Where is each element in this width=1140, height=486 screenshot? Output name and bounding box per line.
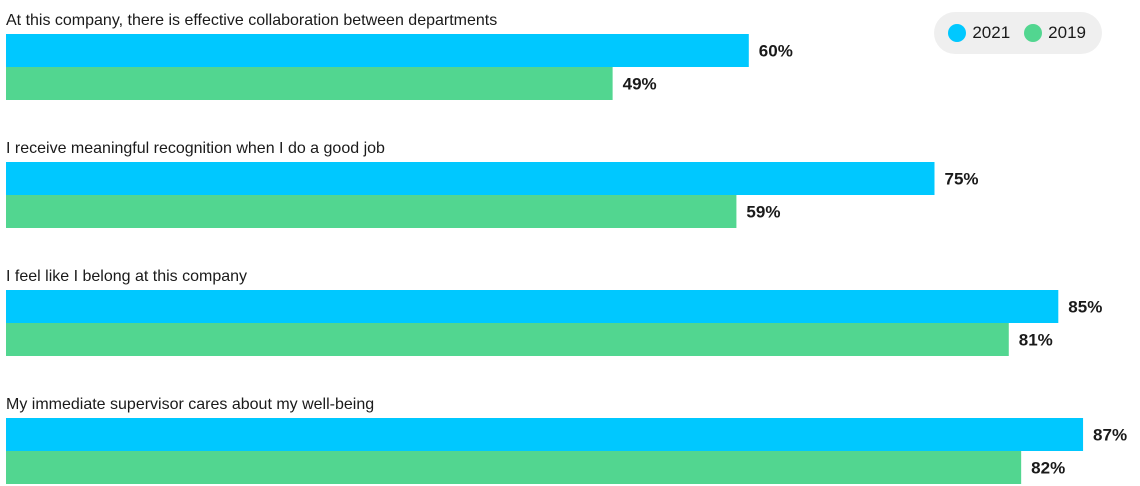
- bar-2019: [6, 195, 737, 228]
- bar-2019: [6, 451, 1022, 484]
- category-label: I feel like I belong at this company: [6, 268, 247, 285]
- bar-2021: [6, 290, 1059, 323]
- value-label-2021: 75%: [945, 170, 979, 189]
- bar-2021: [6, 162, 935, 195]
- category-label: My immediate supervisor cares about my w…: [6, 396, 374, 413]
- value-label-2019: 82%: [1031, 459, 1065, 478]
- value-label-2019: 49%: [623, 75, 657, 94]
- bar-2019: [6, 323, 1009, 356]
- legend-swatch-2021: [948, 24, 967, 42]
- category-label: I receive meaningful recognition when I …: [6, 140, 385, 157]
- value-label-2019: 81%: [1019, 331, 1053, 350]
- legend-swatch-2019: [1024, 24, 1043, 42]
- bar-2021: [6, 418, 1084, 451]
- value-label-2021: 87%: [1093, 426, 1127, 445]
- value-label-2021: 85%: [1068, 298, 1102, 317]
- legend-label-2021: 2021: [972, 23, 1011, 42]
- value-label-2019: 59%: [746, 203, 780, 222]
- legend-item-2021: 2021: [948, 23, 1010, 43]
- value-label-2021: 60%: [759, 42, 793, 61]
- bar-2019: [6, 67, 613, 100]
- legend-item-2019: 2019: [1024, 23, 1086, 43]
- category-label: At this company, there is effective coll…: [6, 12, 497, 29]
- bar-2021: [6, 34, 749, 67]
- chart-legend: 2021 2019: [934, 12, 1102, 54]
- legend-label-2019: 2019: [1048, 23, 1086, 42]
